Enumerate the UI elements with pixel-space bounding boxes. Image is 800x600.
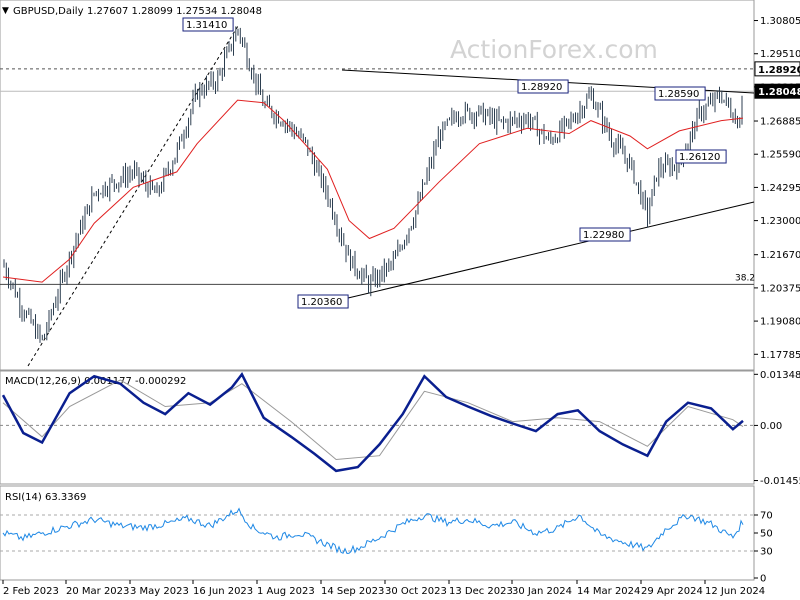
price-tick-label: 1.20375 bbox=[760, 283, 800, 294]
rsi-tick-label: 0 bbox=[760, 574, 766, 585]
annotation-1-22980-box bbox=[579, 227, 631, 242]
current-price-label: 1.28048 bbox=[758, 87, 800, 98]
dashed-trendline bbox=[27, 25, 239, 367]
moving-average-line bbox=[2, 99, 744, 283]
annotation-1-26120-box bbox=[675, 149, 727, 164]
lower-trendline bbox=[347, 201, 755, 299]
price-tick-label: 1.29510 bbox=[760, 49, 800, 60]
annotation-1-22980: 1.22980 bbox=[583, 230, 624, 241]
macd-title: MACD(12,26,9) 0.001177 -0.000292 bbox=[5, 376, 186, 387]
price-panel: ActionForex.com ▼ GBPUSD,Daily 1.27607 1… bbox=[0, 0, 800, 371]
annotation-1-28920: 1.28920 bbox=[521, 82, 562, 93]
price-tick-label: 1.21670 bbox=[760, 250, 800, 261]
rsi-tick-label: 30 bbox=[760, 547, 773, 558]
rsi-axis: 70 50 30 0 bbox=[0, 511, 773, 585]
price-series bbox=[2, 26, 744, 343]
current-price-box bbox=[754, 83, 800, 99]
x-tick-label: 3 May 2023 bbox=[130, 586, 189, 597]
rsi-tick-label: 50 bbox=[760, 529, 773, 540]
rsi-line bbox=[2, 507, 744, 555]
macd-line bbox=[1, 371, 744, 473]
price-tick-label: 1.25590 bbox=[760, 150, 800, 161]
macd-panel: MACD(12,26,9) 0.001177 -0.000292 0.01348… bbox=[0, 370, 800, 487]
annotation-1-20360-box bbox=[297, 294, 349, 309]
x-tick-label: 14 Sep 2023 bbox=[321, 586, 384, 597]
rsi-tick-label: 70 bbox=[760, 511, 773, 522]
signal-line bbox=[2, 379, 744, 461]
annotation-1-28590: 1.28590 bbox=[658, 89, 699, 100]
x-tick-label: 1 Aug 2023 bbox=[257, 586, 315, 597]
macd-panel-frame bbox=[0, 370, 755, 485]
x-tick-label: 20 Mar 2023 bbox=[66, 586, 129, 597]
symbol-dropdown-icon[interactable]: ▼ bbox=[2, 6, 9, 16]
x-tick-label: 13 Dec 2023 bbox=[449, 586, 513, 597]
x-tick-label: 2 Feb 2023 bbox=[3, 586, 59, 597]
x-tick-label: 14 Mar 2024 bbox=[577, 586, 640, 597]
x-tick-label: 16 Jun 2023 bbox=[193, 586, 253, 597]
fib-label: 38.2 bbox=[735, 273, 755, 283]
price-labels: 1.28920 1.28048 1.31410 1.28920 1.28590 1.261… bbox=[182, 17, 800, 309]
macd-axis: 0.013489 0.00 -0.014554 bbox=[754, 370, 800, 487]
x-axis: 2 Feb 2023 20 Mar 2023 3 May 2023 16 Jun 20… bbox=[0, 579, 765, 597]
ohlc-values: 1.27607 1.28099 1.27534 1.28048 bbox=[87, 6, 262, 17]
price-tick-label: 1.17785 bbox=[760, 350, 800, 361]
macd-tick-label: 0.00 bbox=[760, 421, 782, 432]
rsi-title: RSI(14) 63.3369 bbox=[5, 492, 86, 503]
annotation-1-31410-box bbox=[182, 17, 234, 32]
watermark: ActionForex.com bbox=[450, 35, 658, 64]
x-tick-label: 12 Jun 2024 bbox=[705, 586, 765, 597]
price-tick-label: 1.24295 bbox=[760, 183, 800, 194]
price-panel-frame bbox=[0, 0, 755, 371]
rsi-series bbox=[2, 507, 744, 555]
x-tick-label: 30 Jan 2024 bbox=[512, 586, 572, 597]
annotation-1-28590-box bbox=[654, 86, 706, 101]
x-tick-label: 30 Oct 2023 bbox=[385, 586, 447, 597]
macd-tick-label: -0.014554 bbox=[760, 476, 800, 487]
x-tick-label: 29 Apr 2024 bbox=[641, 586, 703, 597]
price-tick-label: 1.30805 bbox=[760, 16, 800, 27]
annotation-1-20360: 1.20360 bbox=[301, 297, 342, 308]
level-axis-label: 1.28920 bbox=[758, 65, 800, 76]
annotation-1-28920-box bbox=[517, 79, 569, 94]
symbol-label: GBPUSD,Daily bbox=[13, 6, 84, 17]
price-tick-label: 1.23000 bbox=[760, 216, 800, 227]
annotation-1-31410: 1.31410 bbox=[186, 20, 227, 31]
level-axis-box bbox=[754, 61, 800, 77]
macd-series bbox=[0, 371, 754, 473]
price-tick-label: 1.19080 bbox=[760, 317, 800, 328]
price-tick-label: 1.26885 bbox=[760, 117, 800, 128]
macd-tick-label: 0.013489 bbox=[760, 370, 800, 381]
annotation-1-26120: 1.26120 bbox=[679, 152, 720, 163]
